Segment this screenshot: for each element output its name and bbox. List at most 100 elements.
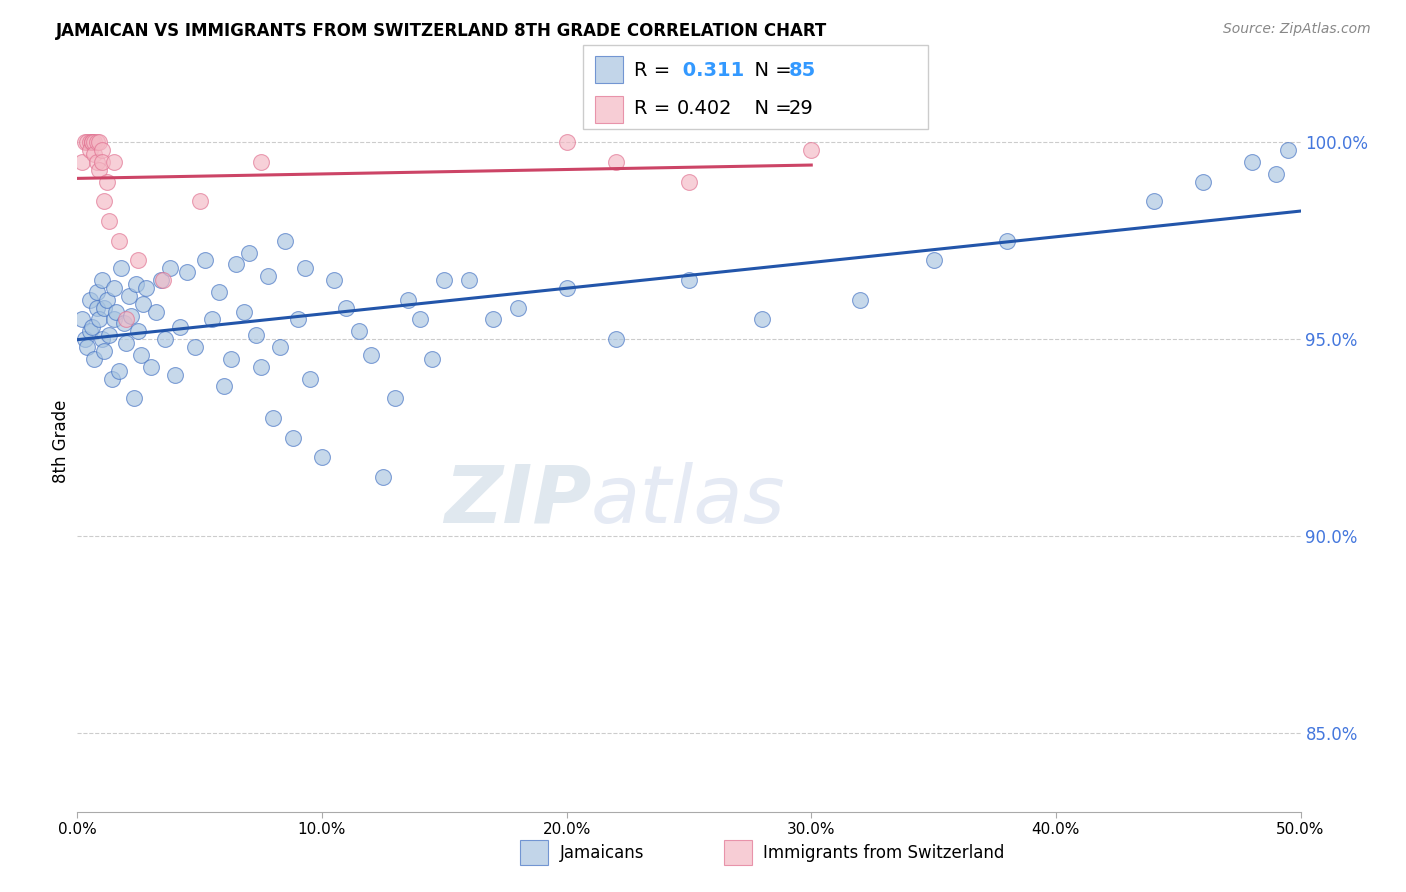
Point bbox=[93, 343, 115, 358]
Text: R =: R = bbox=[634, 61, 676, 79]
Point bbox=[269, 340, 291, 354]
Point bbox=[93, 301, 115, 315]
Point bbox=[79, 143, 101, 157]
Point bbox=[145, 304, 167, 318]
Point bbox=[100, 371, 122, 385]
Point bbox=[298, 371, 321, 385]
Point bbox=[90, 143, 112, 157]
Point bbox=[115, 336, 138, 351]
Point bbox=[250, 155, 273, 169]
Point bbox=[1191, 175, 1213, 189]
Text: 0.311: 0.311 bbox=[676, 61, 745, 79]
Point bbox=[274, 234, 297, 248]
Text: Source: ZipAtlas.com: Source: ZipAtlas.com bbox=[1223, 22, 1371, 37]
Point bbox=[80, 320, 103, 334]
Point bbox=[184, 340, 207, 354]
Text: 0.402: 0.402 bbox=[676, 99, 731, 118]
Point bbox=[409, 312, 432, 326]
Point bbox=[482, 312, 505, 326]
Point bbox=[995, 234, 1018, 248]
Point bbox=[922, 253, 945, 268]
Point bbox=[70, 155, 93, 169]
Point bbox=[347, 324, 370, 338]
Point bbox=[86, 135, 108, 149]
Point bbox=[849, 293, 872, 307]
Point bbox=[70, 312, 93, 326]
Point bbox=[420, 351, 443, 366]
Point bbox=[152, 273, 174, 287]
Point bbox=[555, 281, 578, 295]
Point bbox=[128, 253, 150, 268]
Point bbox=[98, 328, 121, 343]
Point bbox=[360, 348, 382, 362]
Point bbox=[149, 273, 172, 287]
Text: Jamaicans: Jamaicans bbox=[560, 844, 644, 862]
Point bbox=[176, 265, 198, 279]
Point bbox=[245, 328, 267, 343]
Point bbox=[1277, 143, 1299, 157]
Point bbox=[433, 273, 456, 287]
Point bbox=[112, 317, 135, 331]
Point bbox=[294, 261, 316, 276]
Point bbox=[225, 257, 247, 271]
Point bbox=[79, 293, 101, 307]
Point bbox=[79, 324, 101, 338]
Point bbox=[129, 348, 152, 362]
Point bbox=[335, 301, 357, 315]
Point bbox=[751, 312, 773, 326]
Point bbox=[800, 143, 823, 157]
Point bbox=[105, 304, 128, 318]
Point bbox=[188, 194, 211, 209]
Point bbox=[76, 135, 98, 149]
Point bbox=[125, 277, 148, 291]
Point bbox=[1240, 155, 1263, 169]
Text: R =: R = bbox=[634, 99, 676, 118]
Point bbox=[201, 312, 224, 326]
Point bbox=[122, 391, 145, 405]
Point bbox=[555, 135, 578, 149]
Point bbox=[73, 135, 96, 149]
Point bbox=[96, 293, 118, 307]
Point bbox=[371, 470, 394, 484]
Point bbox=[287, 312, 309, 326]
Point bbox=[115, 312, 138, 326]
Point bbox=[118, 289, 141, 303]
Point bbox=[86, 301, 108, 315]
Text: ZIP: ZIP bbox=[444, 462, 591, 540]
Point bbox=[250, 359, 273, 374]
Point bbox=[83, 351, 105, 366]
Point bbox=[89, 162, 111, 177]
Text: N =: N = bbox=[742, 99, 799, 118]
Point bbox=[79, 135, 101, 149]
Point bbox=[221, 351, 243, 366]
Point bbox=[96, 175, 118, 189]
Text: Immigrants from Switzerland: Immigrants from Switzerland bbox=[763, 844, 1005, 862]
Point bbox=[384, 391, 406, 405]
Y-axis label: 8th Grade: 8th Grade bbox=[52, 400, 70, 483]
Point bbox=[80, 135, 103, 149]
Point bbox=[89, 135, 111, 149]
Point bbox=[506, 301, 529, 315]
Point bbox=[155, 332, 177, 346]
Point bbox=[132, 296, 155, 310]
Point bbox=[93, 194, 115, 209]
Point bbox=[139, 359, 162, 374]
Point bbox=[457, 273, 479, 287]
Point bbox=[90, 273, 112, 287]
Point bbox=[73, 332, 96, 346]
Point bbox=[212, 379, 235, 393]
Point bbox=[80, 135, 103, 149]
Point bbox=[605, 155, 627, 169]
Point bbox=[108, 234, 131, 248]
Point bbox=[1143, 194, 1166, 209]
Point bbox=[120, 309, 142, 323]
Point bbox=[165, 368, 187, 382]
Point bbox=[232, 304, 254, 318]
Point bbox=[76, 340, 98, 354]
Point bbox=[89, 312, 111, 326]
Point bbox=[98, 214, 121, 228]
Point bbox=[110, 261, 132, 276]
Point bbox=[311, 450, 333, 465]
Point bbox=[257, 269, 280, 284]
Point bbox=[1265, 167, 1288, 181]
